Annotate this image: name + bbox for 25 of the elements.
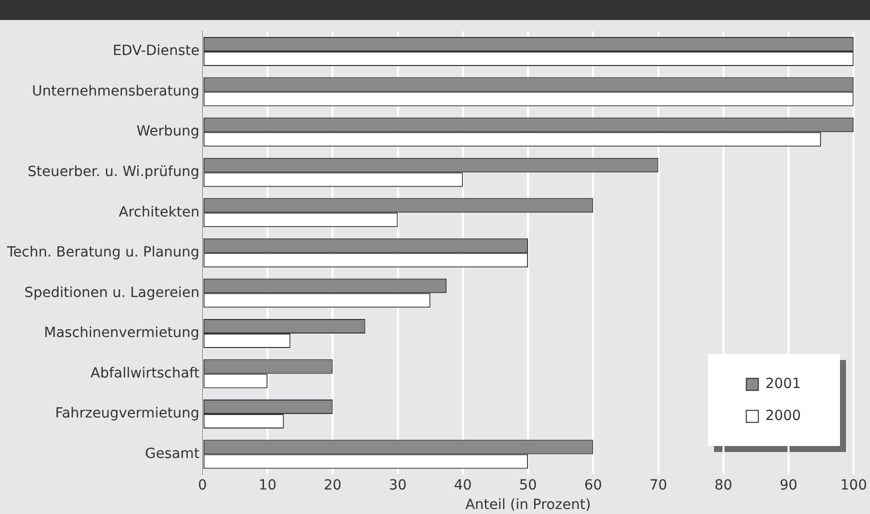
y-tick-label: Techn. Beratung u. Planung	[6, 244, 200, 261]
x-tick-label: 50	[519, 477, 537, 494]
x-tick-label: 60	[584, 477, 602, 494]
y-tick-label: Steuerber. u. Wi.prüfung	[28, 164, 200, 180]
y-tick-label: Maschinenvermietung	[44, 325, 200, 342]
x-tick-label: 70	[649, 477, 668, 494]
y-tick-label: Fahrzeugvermietung	[55, 406, 200, 422]
x-tick-label: 90	[780, 477, 798, 494]
x-axis-title: Anteil (in Prozent)	[465, 497, 591, 514]
x-tick-label: 100	[840, 477, 868, 494]
y-tick-label: Architekten	[118, 204, 200, 220]
y-tick-label: Speditionen u. Lagereien	[24, 284, 200, 301]
x-tick-label: 0	[198, 477, 207, 494]
legend-label: 2001	[765, 376, 801, 392]
x-tick-label: 40	[454, 477, 472, 494]
x-tick-label: 20	[324, 477, 342, 494]
y-tick-label: Unternehmensberatung	[32, 83, 200, 100]
y-tick-label: EDV-Dienste	[112, 43, 200, 60]
legend-label: 2000	[765, 408, 801, 424]
y-tick-label: Gesamt	[144, 446, 200, 462]
y-tick-label: Abfallwirtschaft	[90, 365, 200, 382]
x-tick-label: 10	[258, 477, 276, 494]
x-tick-label: 80	[714, 477, 732, 494]
y-tick-label: Werbung	[136, 124, 200, 140]
x-tick-label: 30	[388, 477, 407, 494]
